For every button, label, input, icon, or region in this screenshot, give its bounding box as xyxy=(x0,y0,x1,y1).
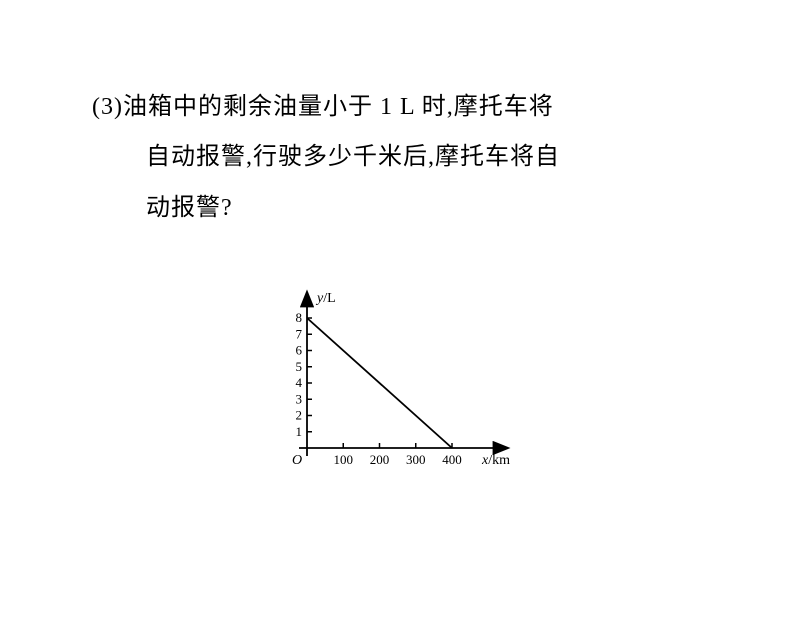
svg-text:7: 7 xyxy=(296,326,303,341)
chart-container: 12 3456 78 100 200 300 400 Oy/L x/km xyxy=(0,283,794,483)
svg-text:4: 4 xyxy=(296,375,303,390)
question-text-2: 自动报警,行驶多少千米后,摩托车将自 xyxy=(92,132,704,182)
question-text-1: 油箱中的剩余油量小于 1 L 时,摩托车将 xyxy=(123,82,704,132)
line-chart: 12 3456 78 100 200 300 400 Oy/L x/km xyxy=(257,283,537,483)
svg-text:300: 300 xyxy=(406,452,426,467)
svg-text:O: O xyxy=(292,453,302,468)
svg-text:x/km: x/km xyxy=(481,453,510,468)
question-number: (3) xyxy=(92,82,123,132)
svg-text:2: 2 xyxy=(296,408,303,423)
svg-text:y/L: y/L xyxy=(315,291,336,306)
svg-text:3: 3 xyxy=(296,391,303,406)
question-line-1: (3) 油箱中的剩余油量小于 1 L 时,摩托车将 xyxy=(92,82,704,132)
svg-text:8: 8 xyxy=(296,310,303,325)
svg-text:5: 5 xyxy=(296,359,303,374)
svg-text:100: 100 xyxy=(334,452,354,467)
question-text-3: 动报警? xyxy=(92,183,704,233)
svg-text:1: 1 xyxy=(296,424,303,439)
svg-text:200: 200 xyxy=(370,452,390,467)
svg-text:400: 400 xyxy=(442,452,462,467)
svg-text:6: 6 xyxy=(296,343,303,358)
